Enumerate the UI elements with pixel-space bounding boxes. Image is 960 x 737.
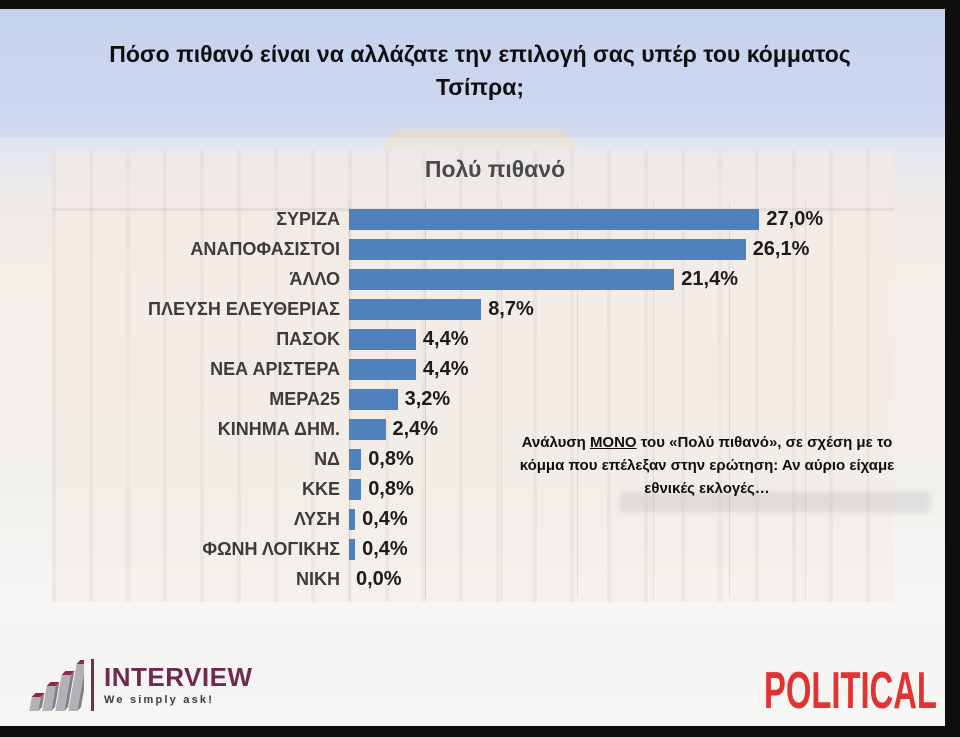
bar xyxy=(349,358,416,380)
interview-logo-divider xyxy=(91,659,94,711)
chart-row: ΠΛΕΥΣΗ ΕΛΕΥΘΕΡΙΑΣ 8,7% xyxy=(118,294,824,324)
frame-right-bar xyxy=(945,0,960,737)
interview-logo-tagline: We simply ask! xyxy=(104,694,215,706)
background-hedge-band xyxy=(620,492,930,512)
bar xyxy=(349,328,416,350)
value-label: 4,4% xyxy=(422,327,469,350)
chart-row: ΚΚΕ 0,8% xyxy=(118,474,824,504)
category-label: ΝΔ xyxy=(314,448,340,469)
category-label: ΜΕΡΑ25 xyxy=(269,388,340,409)
slide-title: Πόσο πιθανό είναι να αλλάζατε την επιλογ… xyxy=(109,41,851,100)
bar-area: 0,4% xyxy=(349,534,824,564)
chart-row: ΝΔ 0,8% xyxy=(118,444,824,474)
category-label: ΑΝΑΠΟΦΑΣΙΣΤΟΙ xyxy=(190,238,340,259)
chart-row: ΠΑΣΟΚ 4,4% xyxy=(118,324,824,354)
chart-row: ΜΕΡΑ25 3,2% xyxy=(118,384,824,414)
interview-logo: INTERVIEW We simply ask! xyxy=(28,656,252,714)
bar xyxy=(349,538,356,560)
bar xyxy=(349,268,675,290)
category-label: ΝΙΚΗ xyxy=(296,568,340,589)
bar-area: 3,2% xyxy=(349,384,824,414)
frame-bottom-bar xyxy=(0,726,960,737)
bar-area: 0,8% xyxy=(349,474,824,504)
value-label: 0,4% xyxy=(362,507,408,530)
value-label: 27,0% xyxy=(766,207,824,230)
category-label: ΝΕΑ ΑΡΙΣΤΕΡΑ xyxy=(210,358,340,379)
value-label: 3,2% xyxy=(404,387,451,410)
chart-gridlines xyxy=(349,202,807,598)
chart-row: ΝΙΚΗ 0,0% xyxy=(118,564,824,594)
bar-area: 2,4% xyxy=(349,414,824,444)
interview-bars-icon xyxy=(29,660,84,711)
category-label: ΆΛΛΟ xyxy=(289,268,340,289)
value-label: 21,4% xyxy=(681,267,739,290)
value-label: 0,0% xyxy=(356,567,402,590)
category-label: ΠΑΣΟΚ xyxy=(276,328,340,349)
value-label: 4,4% xyxy=(422,357,469,380)
background-building-pediment xyxy=(378,129,582,152)
bar-area: 0,4% xyxy=(349,504,824,534)
annotation-text-emphasis: ΜΟΝΟ xyxy=(589,434,637,451)
value-label: 2,4% xyxy=(392,417,439,440)
bar xyxy=(349,238,746,260)
chart-row: ΛΥΣΗ 0,4% xyxy=(118,504,824,534)
bar-area: 0,8% xyxy=(349,444,824,474)
category-label: ΛΥΣΗ xyxy=(293,508,340,529)
category-label: ΦΩΝΗ ΛΟΓΙΚΗΣ xyxy=(202,538,340,559)
bar xyxy=(349,448,362,470)
value-label: 0,8% xyxy=(368,477,414,500)
annotation-text-prefix: Ανάλυση xyxy=(521,434,590,451)
value-label: 8,7% xyxy=(488,297,534,320)
bar xyxy=(349,508,356,530)
chart-row: ΆΛΛΟ 21,4% xyxy=(118,264,824,294)
bar xyxy=(349,418,386,440)
bar xyxy=(349,298,482,320)
annotation: Ανάλυση ΜΟΝΟ του «Πολύ πιθανό», σε σχέση… xyxy=(517,431,897,500)
political-logo: POLITICAL xyxy=(764,662,937,720)
bar xyxy=(349,478,362,500)
bar xyxy=(349,208,760,230)
bar-area: 4,4% xyxy=(349,354,824,384)
bar-area: 27,0% xyxy=(349,204,824,234)
bar-area: 26,1% xyxy=(349,234,824,264)
interview-logo-name: INTERVIEW xyxy=(104,662,253,692)
bar-area: 0,0% xyxy=(349,564,824,594)
value-label: 0,4% xyxy=(362,537,408,560)
chart-title: Πολύ πιθανό xyxy=(424,156,566,182)
bar-area: 8,7% xyxy=(349,294,824,324)
annotation-text-suffix: του «Πολύ πιθανό», σε σχέση με το κόμμα … xyxy=(519,434,895,497)
chart-row: ΚΙΝΗΜΑ ΔΗΜ. 2,4% xyxy=(118,414,824,444)
category-label: ΚΙΝΗΜΑ ΔΗΜ. xyxy=(217,418,340,439)
value-label: 26,1% xyxy=(752,237,810,260)
category-label: ΚΚΕ xyxy=(301,478,340,499)
chart-row: ΦΩΝΗ ΛΟΓΙΚΗΣ 0,4% xyxy=(118,534,824,564)
chart-row: ΣΥΡΙΖΑ 27,0% xyxy=(118,204,824,234)
bar-area: 4,4% xyxy=(349,324,824,354)
category-label: ΠΛΕΥΣΗ ΕΛΕΥΘΕΡΙΑΣ xyxy=(148,298,340,319)
frame-top-bar xyxy=(0,0,960,9)
bar xyxy=(349,388,398,410)
chart-row: ΝΕΑ ΑΡΙΣΤΕΡΑ 4,4% xyxy=(118,354,824,384)
chart-row: ΑΝΑΠΟΦΑΣΙΣΤΟΙ 26,1% xyxy=(118,234,824,264)
category-label: ΣΥΡΙΖΑ xyxy=(276,208,340,229)
value-label: 0,8% xyxy=(368,447,414,470)
interview-logo-text: INTERVIEW We simply ask! xyxy=(104,664,252,706)
chart-rows: ΣΥΡΙΖΑ 27,0% ΑΝΑΠΟΦΑΣΙΣΤΟΙ 26,1% ΆΛΛΟ 21,4% ΠΛ… xyxy=(118,204,824,594)
bar-area: 21,4% xyxy=(349,264,824,294)
